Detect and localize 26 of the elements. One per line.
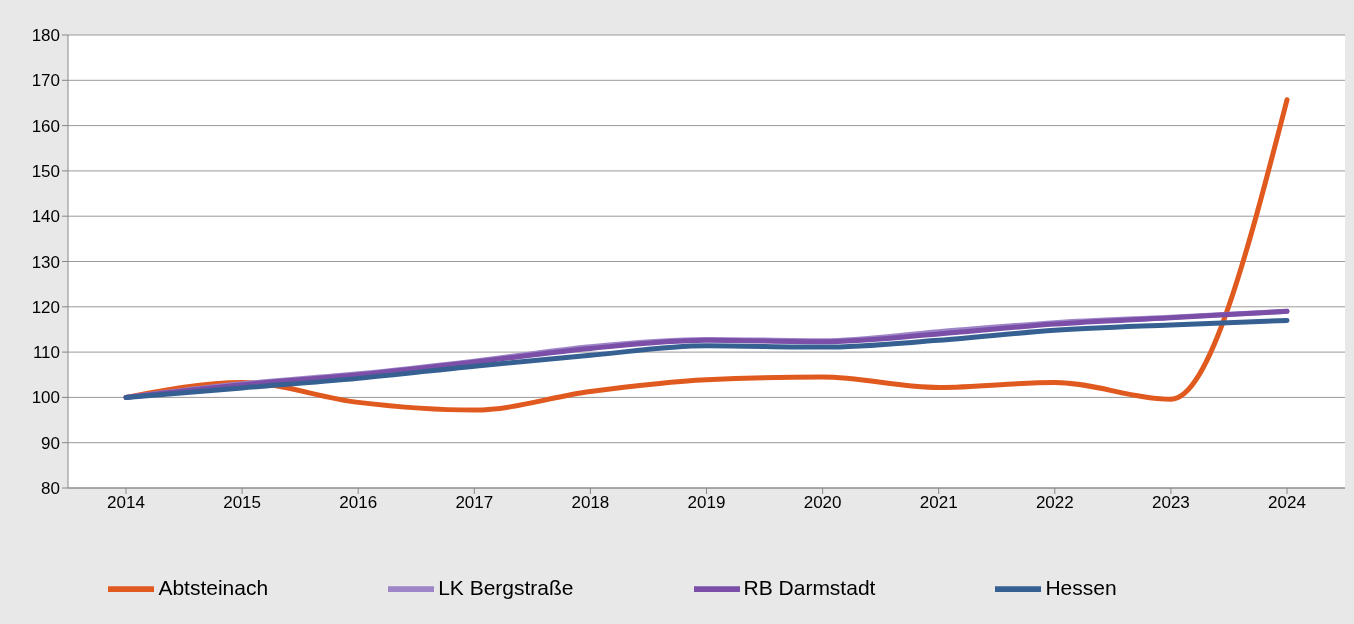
legend-label: Hessen [1045, 575, 1117, 599]
x-tick-label: 2021 [919, 493, 958, 513]
x-tick-label: 2015 [223, 493, 262, 513]
x-tick-label: 2020 [803, 493, 842, 513]
x-tick-label: 2017 [455, 493, 494, 513]
y-tick-label: 160 [31, 116, 60, 136]
y-tick-label: 130 [31, 252, 60, 272]
legend-label: Abtsteinach [158, 575, 269, 599]
y-tick-label: 80 [41, 479, 60, 499]
legend-label: LK Bergstraße [438, 575, 574, 599]
x-tick-label: 2018 [571, 493, 610, 513]
x-tick-label: 2022 [1035, 493, 1074, 513]
legend-label: RB Darmstadt [743, 575, 876, 599]
y-tick-label: 110 [32, 343, 60, 363]
x-tick-label: 2016 [339, 493, 378, 513]
y-tick-label: 150 [31, 161, 60, 181]
y-tick-label: 140 [31, 207, 60, 227]
x-tick-label: 2023 [1151, 493, 1190, 513]
x-tick-label: 2014 [107, 493, 145, 513]
x-tick-label: 2024 [1268, 493, 1306, 513]
x-tick-label: 2019 [687, 493, 726, 513]
y-tick-label: 120 [31, 297, 60, 317]
y-tick-label: 90 [41, 433, 60, 453]
y-tick-label: 170 [31, 71, 60, 91]
y-tick-label: 100 [31, 388, 60, 408]
y-tick-label: 180 [31, 26, 60, 46]
